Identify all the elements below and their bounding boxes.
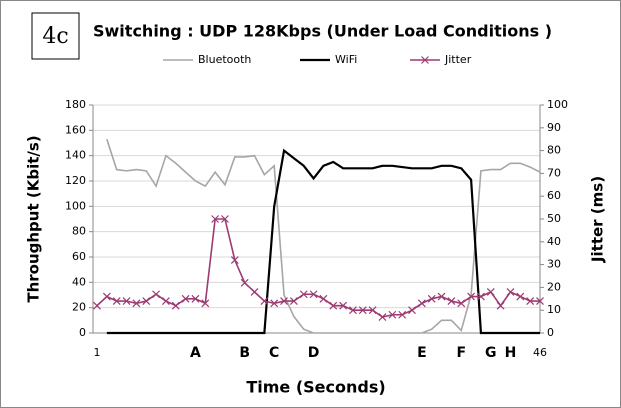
x-tick-label: G (485, 345, 497, 361)
jitter-marker (171, 301, 180, 310)
y-tick-label: 100 (65, 199, 86, 212)
y-tick-label: 120 (65, 174, 86, 187)
y2-tick-label: 70 (547, 166, 561, 179)
jitter-marker (427, 294, 436, 303)
jitter-marker (211, 215, 220, 223)
jitter-marker (240, 278, 249, 287)
y2-tick-label: 100 (547, 98, 568, 111)
jitter-marker (142, 297, 151, 306)
jitter-marker (358, 306, 367, 315)
x-tick-label: 1 (94, 346, 101, 359)
series-line (106, 138, 541, 334)
jitter-marker (161, 297, 170, 306)
y2-tick-label: 20 (547, 280, 561, 293)
jitter-marker (319, 294, 328, 303)
jitter-marker (368, 306, 377, 315)
y2-tick-label: 10 (547, 303, 561, 316)
jitter-marker (112, 297, 121, 306)
jitter-marker (378, 313, 387, 321)
series-line (96, 218, 540, 318)
y2-tick-label: 80 (547, 144, 561, 157)
jitter-marker (417, 299, 426, 308)
jitter-marker (526, 297, 535, 306)
x-tick-label: H (505, 345, 517, 361)
jitter-marker (270, 299, 279, 308)
jitter-marker (477, 292, 485, 301)
y2-tick-label: 40 (547, 235, 561, 248)
jitter-marker (467, 292, 476, 301)
y-tick-label: 180 (65, 98, 86, 111)
jitter-marker (506, 288, 515, 296)
y-tick-label: 80 (72, 225, 86, 238)
jitter-marker (536, 297, 544, 306)
jitter-marker (122, 297, 131, 306)
y-tick-label: 20 (72, 301, 86, 314)
legend-label: Jitter (444, 53, 472, 66)
jitter-marker (516, 292, 525, 301)
legend-label: WiFi (335, 53, 357, 66)
jitter-marker (260, 297, 269, 306)
y-tick-label: 60 (72, 250, 86, 263)
y-tick-label: 140 (65, 149, 86, 162)
y2-tick-label: 50 (547, 212, 561, 225)
figure-label-box (31, 12, 80, 60)
legend-label: Bluetooth (198, 53, 251, 66)
jitter-marker (309, 290, 318, 299)
y2-tick-label: 30 (547, 258, 561, 271)
jitter-marker (408, 306, 416, 315)
jitter-marker (181, 294, 190, 303)
jitter-marker (447, 297, 456, 306)
legend-marker (421, 56, 429, 64)
jitter-marker (388, 310, 397, 319)
jitter-marker (152, 290, 160, 299)
jitter-marker (201, 299, 210, 308)
x-tick-label: F (456, 345, 466, 361)
x-tick-label: A (190, 345, 201, 361)
x-tick-label: 46 (533, 346, 547, 359)
jitter-marker (496, 301, 505, 310)
jitter-marker (398, 310, 407, 319)
jitter-marker (339, 301, 348, 310)
jitter-marker (132, 299, 141, 308)
series-line (106, 148, 540, 335)
x-tick-label: E (417, 345, 427, 361)
y2-tick-label: 60 (547, 189, 561, 202)
y-tick-label: 0 (79, 326, 86, 339)
jitter-marker (299, 290, 308, 299)
jitter-marker (457, 299, 466, 308)
jitter-marker (280, 297, 288, 306)
y2-tick-label: 0 (547, 326, 554, 339)
jitter-marker (102, 292, 111, 301)
jitter-marker (93, 301, 101, 310)
x-tick-label: D (308, 345, 320, 361)
jitter-marker (486, 288, 495, 296)
y-axis-title: Throughput (Kbit/s) (25, 135, 43, 302)
jitter-marker (437, 292, 446, 301)
x-tick-label: B (239, 345, 250, 361)
y2-tick-label: 90 (547, 121, 561, 134)
figure-label: 4c (42, 24, 68, 49)
jitter-marker (349, 306, 357, 315)
x-axis-title: Time (Seconds) (246, 378, 385, 397)
jitter-marker (230, 256, 239, 264)
y-tick-label: 160 (65, 123, 86, 136)
jitter-marker (289, 297, 298, 306)
jitter-marker (329, 301, 338, 310)
jitter-marker (250, 288, 259, 296)
jitter-marker (191, 294, 200, 303)
y2-axis-title: Jitter (ms) (589, 176, 607, 263)
y-tick-label: 40 (72, 275, 86, 288)
chart-title: Switching : UDP 128Kbps (Under Load Cond… (93, 22, 552, 41)
x-tick-label: C (269, 345, 279, 361)
jitter-marker (221, 215, 229, 223)
